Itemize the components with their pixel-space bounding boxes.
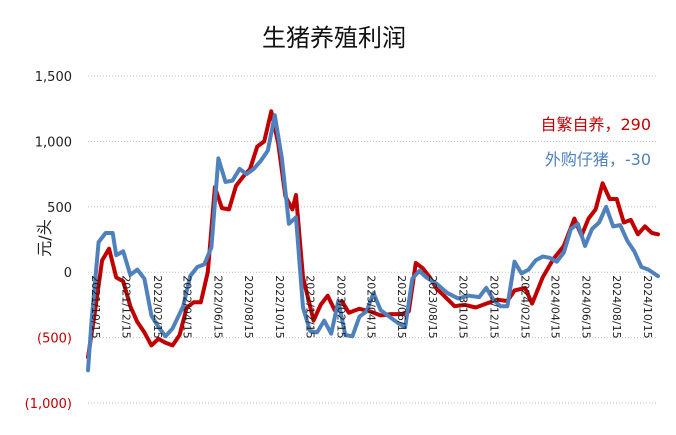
legend-label-purchased-piglets: 外购仔猪，-30 [545,150,651,169]
x-tick-label: 2024/10/15 [641,275,654,338]
y-tick-label: (500) [37,332,72,347]
x-tick-label: 2023/10/15 [457,275,470,338]
x-tick-label: 2023/06/15 [395,275,408,338]
y-tick-label: (1,000) [25,397,72,412]
series-line-self-breeding [86,109,660,360]
x-tick-label: 2022/06/15 [211,275,224,338]
y-axis-label: 元/头 [35,219,54,256]
x-tick-label: 2022/02/15 [151,275,164,338]
x-tick-label: 2024/02/15 [519,275,532,338]
x-tick-label: 2021/12/15 [120,275,133,338]
x-tick-label: 2023/02/15 [335,275,348,338]
x-tick-label: 2022/10/15 [273,275,286,338]
x-tick-label: 2024/06/15 [579,275,592,338]
x-tick-label: 2021/10/15 [89,275,102,338]
chart-title: 生猪养殖利润 [262,24,406,52]
y-tick-label: 1,000 [35,135,72,150]
y-tick-label: 0 [64,266,72,281]
x-tick-label: 2022/12/15 [304,275,317,338]
y-tick-label: 1,500 [35,70,72,85]
x-tick-label: 2023/08/15 [426,275,439,338]
y-tick-label: 500 [47,201,72,216]
x-tick-label: 2024/08/15 [610,275,623,338]
x-tick-label: 2023/04/15 [364,275,377,338]
x-tick-label: 2022/08/15 [242,275,255,338]
x-tick-label: 2023/12/15 [487,275,500,338]
series-line-purchased-piglets [86,113,660,373]
legend-label-self-breeding: 自繁自养，290 [540,115,651,134]
x-tick-label: 2024/04/15 [549,275,562,338]
x-tick-label: 2022/04/15 [181,275,194,338]
